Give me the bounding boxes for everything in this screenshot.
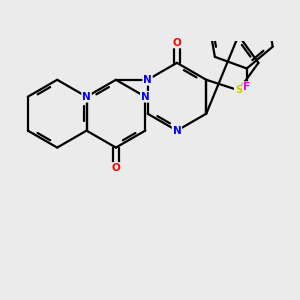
Text: N: N bbox=[143, 75, 152, 85]
Text: F: F bbox=[243, 82, 250, 92]
Text: N: N bbox=[141, 92, 150, 102]
Text: S: S bbox=[235, 85, 242, 95]
Text: N: N bbox=[172, 126, 181, 136]
Text: O: O bbox=[172, 38, 181, 47]
Text: O: O bbox=[112, 163, 120, 173]
Text: N: N bbox=[82, 92, 91, 102]
